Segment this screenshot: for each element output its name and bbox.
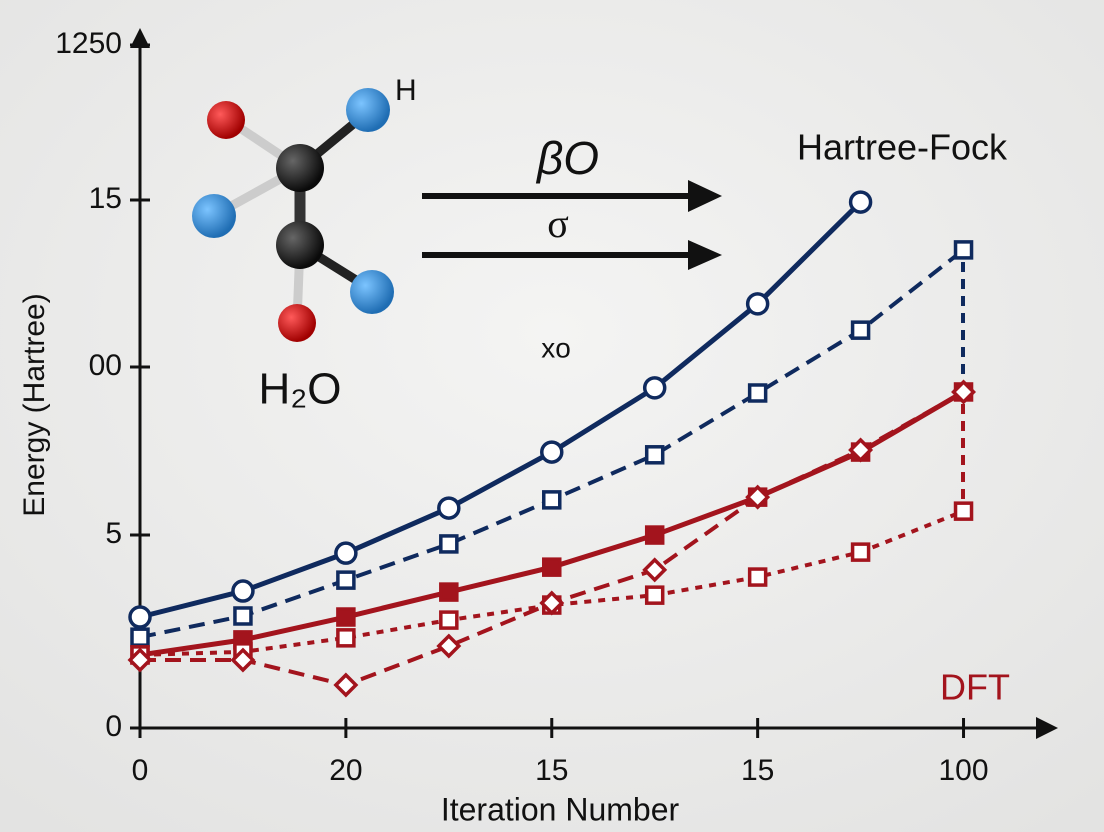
point <box>642 376 667 400</box>
series-label: DFT <box>940 667 1010 708</box>
point <box>644 585 665 605</box>
point <box>745 484 771 510</box>
point <box>542 557 562 577</box>
point <box>644 525 665 545</box>
y-tick-label: 00 <box>89 349 122 382</box>
series-line <box>139 200 863 620</box>
point <box>436 633 462 659</box>
series-label: Hartree-Fock <box>797 127 1008 168</box>
x-tick-label: 15 <box>741 754 774 787</box>
annotation: xo <box>541 332 571 363</box>
point <box>336 570 356 590</box>
y-tick-label: 0 <box>105 710 122 743</box>
point <box>439 582 459 602</box>
point <box>747 383 768 403</box>
y-tick-label: 1250 <box>55 27 122 60</box>
point <box>642 557 668 583</box>
x-axis-label: Iteration Number <box>441 791 680 827</box>
point <box>848 437 874 463</box>
point <box>336 607 356 627</box>
point <box>542 490 562 510</box>
point <box>953 240 974 260</box>
y-tick-label: 5 <box>105 517 122 550</box>
x-tick-label: 20 <box>329 754 362 787</box>
point <box>130 627 150 647</box>
point <box>539 590 565 616</box>
point <box>231 579 255 603</box>
point <box>334 541 358 565</box>
annotation: H <box>395 74 417 107</box>
point <box>333 672 359 698</box>
point <box>848 190 873 214</box>
point <box>745 292 770 316</box>
point <box>850 320 871 340</box>
x-tick-label: 100 <box>938 754 988 787</box>
annotation: σ <box>547 201 569 246</box>
point <box>336 628 356 648</box>
point <box>953 501 974 521</box>
point <box>951 379 977 405</box>
point <box>127 647 153 673</box>
y-tick-label: 15 <box>89 182 122 215</box>
x-tick-label: 0 <box>132 754 149 787</box>
molecule <box>192 88 394 342</box>
annotation: H₂O <box>258 365 341 414</box>
y-axis-label: Energy (Hartree) <box>18 293 51 516</box>
point <box>850 542 871 562</box>
point <box>644 445 665 465</box>
x-tick-label: 15 <box>535 754 568 787</box>
point <box>437 496 461 520</box>
annotation: βO <box>535 132 599 184</box>
point <box>747 567 768 587</box>
point <box>233 606 253 626</box>
point <box>230 647 256 673</box>
point <box>128 605 152 629</box>
reaction-arrows <box>422 180 722 270</box>
point <box>439 534 459 554</box>
point <box>439 610 459 630</box>
point <box>540 440 564 464</box>
